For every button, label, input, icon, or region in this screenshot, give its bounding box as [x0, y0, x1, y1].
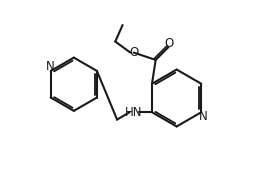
Text: O: O	[129, 46, 138, 58]
Text: O: O	[165, 37, 174, 50]
Text: HN: HN	[125, 106, 142, 119]
Text: N: N	[45, 60, 54, 73]
Text: N: N	[198, 110, 207, 123]
